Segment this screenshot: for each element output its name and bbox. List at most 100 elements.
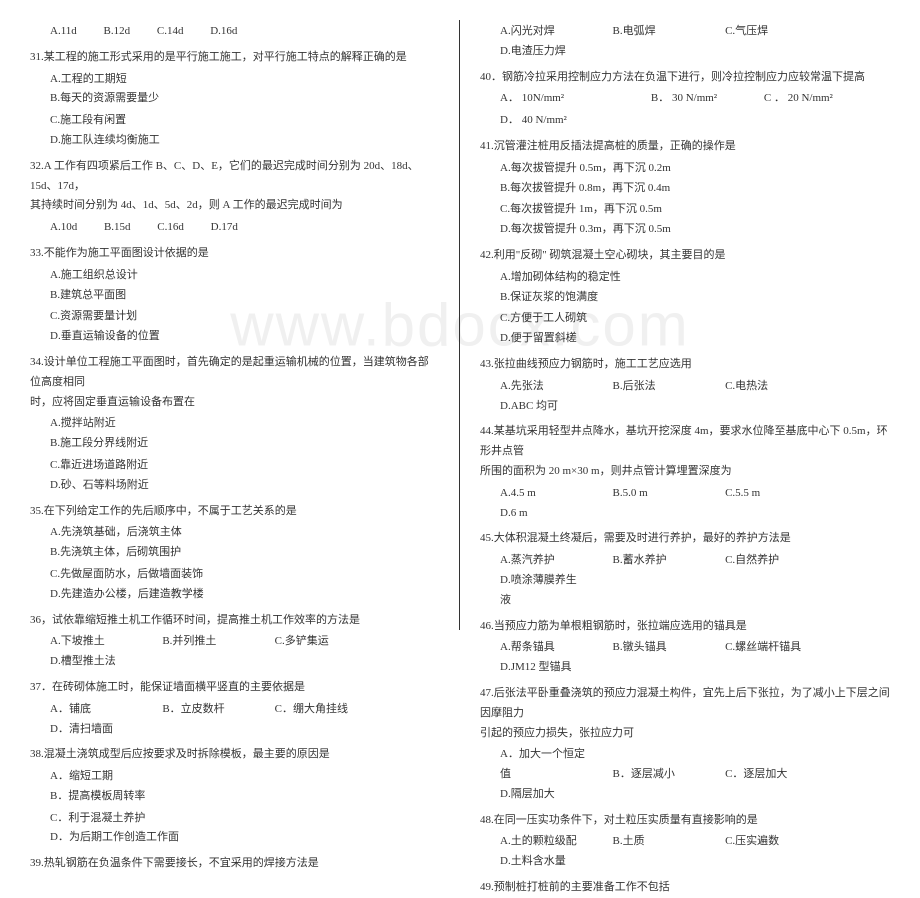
q40-b: B． 30 N/mm² [651, 89, 717, 109]
left-column: A.11d B.12d C.14d D.16d 31.某工程的施工形式采用的是平… [30, 20, 460, 630]
q32-c: C.16d [157, 218, 184, 238]
q47-b: B．逐层减小 [613, 765, 699, 785]
q32-b: B.15d [104, 218, 131, 238]
q30-c: C.14d [157, 22, 184, 42]
q42-b: B.保证灰浆的饱满度 [500, 288, 676, 308]
q42: 42.利用"反砌" 砌筑混凝土空心砌块，其主要目的是 A.增加砌体结构的稳定性 … [480, 246, 890, 349]
q41-b: B.每次拔管提升 0.8m，再下沉 0.4m [500, 179, 676, 199]
q31-c: C.施工段有闲置 [50, 111, 225, 131]
q46: 46.当预应力筋为单根粗钢筋时，张拉端应选用的锚具是 A.帮条锚具 B.镦头锚具… [480, 617, 890, 678]
q31-text: 31.某工程的施工形式采用的是平行施工施工，对平行施工特点的解释正确的是 [30, 48, 439, 68]
q32-a: A.10d [50, 218, 77, 238]
q45-b: B.蓄水养护 [613, 551, 699, 571]
q38-a: A．缩短工期 [50, 767, 225, 787]
q49: 49.预制桩打桩前的主要准备工作不包括 [480, 878, 890, 898]
q44-text2: 所围的面积为 20 m×30 m，则井点管计算埋置深度为 [480, 462, 890, 482]
q47-d: D.隔层加大 [500, 785, 586, 805]
q31-a: A.工程的工期短 [50, 70, 225, 90]
q30-options-row: A.11d B.12d C.14d D.16d [30, 22, 439, 42]
q32-text2: 其持续时间分别为 4d、1d、5d、2d，则 A 工作的最迟完成时间为 [30, 196, 439, 216]
q38-d: D．为后期工作创造工作面 [50, 828, 225, 848]
q42-a: A.增加砌体结构的稳定性 [500, 268, 676, 288]
q37: 37．在砖砌体施工时，能保证墙面横平竖直的主要依据是 A．铺底 B．立皮数杆 C… [30, 678, 439, 739]
q44-b: B.5.0 m [613, 484, 699, 504]
q35-d: D.先建造办公楼，后建造教学楼 [50, 585, 225, 605]
q37-b: B．立皮数杆 [162, 700, 248, 720]
q39-d: D.电渣压力焊 [500, 42, 586, 62]
q48-text: 48.在同一压实功条件下，对土粒压实质量有直接影响的是 [480, 811, 890, 831]
q43-a: A.先张法 [500, 377, 586, 397]
q42-d: D.便于留置斜槎 [500, 329, 676, 349]
q35-a: A.先浇筑基础，后浇筑主体 [50, 523, 225, 543]
q41-text: 41.沉管灌注桩用反插法提高桩的质量，正确的操作是 [480, 137, 890, 157]
q39: 39.热轧钢筋在负温条件下需要接长，不宜采用的焊接方法是 [30, 854, 439, 874]
q40-c: C ． 20 N/mm² [764, 89, 833, 109]
q39-b: B.电弧焊 [613, 22, 699, 42]
q44: 44.某基坑采用轻型井点降水，基坑开挖深度 4m，要求水位降至基底中心下 0.5… [480, 422, 890, 523]
q34-c: C.靠近进场道路附近 [50, 456, 225, 476]
q30-a: A.11d [50, 22, 77, 42]
q34-d: D.砂、石等料场附近 [50, 476, 225, 496]
q46-text: 46.当预应力筋为单根粗钢筋时，张拉端应选用的锚具是 [480, 617, 890, 637]
q33-a: A.施工组织总设计 [50, 266, 225, 286]
q44-c: C.5.5 m [725, 484, 811, 504]
q33-c: C.资源需要量计划 [50, 307, 225, 327]
q34-text: 34.设计单位工程施工平面图时，首先确定的是起重运输机械的位置，当建筑物各部位高… [30, 353, 439, 393]
q48: 48.在同一压实功条件下，对土粒压实质量有直接影响的是 A.土的颗粒级配 B.土… [480, 811, 890, 872]
q45-c: C.自然养护 [725, 551, 811, 571]
q48-d: D.土料含水量 [500, 852, 586, 872]
q35-b: B.先浇筑主体，后砌筑围护 [50, 543, 225, 563]
q38: 38.混凝土浇筑成型后应按要求及时拆除模板，最主要的原因是 A．缩短工期 B．提… [30, 745, 439, 848]
q39-c: C.气压焊 [725, 22, 811, 42]
q42-text: 42.利用"反砌" 砌筑混凝土空心砌块，其主要目的是 [480, 246, 890, 266]
q43: 43.张拉曲线预应力钢筋时，施工工艺应选用 A.先张法 B.后张法 C.电热法 … [480, 355, 890, 416]
q45-d: D.喷涂薄膜养生液 [500, 571, 586, 611]
q42-c: C.方便于工人砌筑 [500, 309, 676, 329]
q47: 47.后张法平卧重叠浇筑的预应力混凝土构件，宜先上后下张拉，为了减小上下层之间因… [480, 684, 890, 805]
q47-text2: 引起的预应力损失，张拉应力可 [480, 724, 890, 744]
q34-b: B.施工段分界线附近 [50, 434, 225, 454]
q45: 45.大体积混凝土终凝后，需要及时进行养护，最好的养护方法是 A.蒸汽养护 B.… [480, 529, 890, 610]
q41-c: C.每次拔管提升 1m，再下沉 0.5m [500, 200, 676, 220]
q44-d: D.6 m [500, 504, 586, 524]
q40-a: A． 10N/mm² [500, 89, 564, 109]
q39-options-row: A.闪光对焊 B.电弧焊 C.气压焊 D.电渣压力焊 [480, 22, 890, 62]
q41: 41.沉管灌注桩用反插法提高桩的质量，正确的操作是 A.每次拔管提升 0.5m，… [480, 137, 890, 240]
q47-text: 47.后张法平卧重叠浇筑的预应力混凝土构件，宜先上后下张拉，为了减小上下层之间因… [480, 684, 890, 724]
q47-a: A．加大一个恒定值 [500, 745, 586, 785]
q40-text: 40．钢筋冷拉采用控制应力方法在负温下进行，则冷拉控制应力应较常温下提高 [480, 68, 890, 88]
q30-d: D.16d [210, 22, 237, 42]
q35-c: C.先做屋面防水，后做墙面装饰 [50, 565, 225, 585]
q36-a: A.下坡推土 [50, 632, 136, 652]
q43-c: C.电热法 [725, 377, 811, 397]
q39-text: 39.热轧钢筋在负温条件下需要接长，不宜采用的焊接方法是 [30, 854, 439, 874]
q44-text: 44.某基坑采用轻型井点降水，基坑开挖深度 4m，要求水位降至基底中心下 0.5… [480, 422, 890, 462]
q49-text: 49.预制桩打桩前的主要准备工作不包括 [480, 878, 890, 898]
q35: 35.在下列给定工作的先后顺序中，不属于工艺关系的是 A.先浇筑基础，后浇筑主体… [30, 502, 439, 605]
q32: 32.A 工作有四项紧后工作 B、C、D、E，它们的最迟完成时间分别为 20d、… [30, 157, 439, 238]
q45-text: 45.大体积混凝土终凝后，需要及时进行养护，最好的养护方法是 [480, 529, 890, 549]
q34: 34.设计单位工程施工平面图时，首先确定的是起重运输机械的位置，当建筑物各部位高… [30, 353, 439, 496]
q43-b: B.后张法 [613, 377, 699, 397]
q46-c: C.螺丝端杆锚具 [725, 638, 811, 658]
q46-b: B.镦头锚具 [613, 638, 699, 658]
q36-b: B.并列推土 [162, 632, 248, 652]
q48-b: B.土质 [613, 832, 699, 852]
q36-c: C.多铲集运 [275, 632, 361, 652]
q31-d: D.施工队连续均衡施工 [50, 131, 225, 151]
q34-text2: 时，应将固定垂直运输设备布置在 [30, 393, 439, 413]
q38-b: B．提高模板周转率 [50, 787, 225, 807]
q31-b: B.每天的资源需要量少 [50, 89, 225, 109]
q43-text: 43.张拉曲线预应力钢筋时，施工工艺应选用 [480, 355, 890, 375]
q32-d: D.17d [211, 218, 238, 238]
q36: 36，试依靠缩短推土机工作循环时间，提高推土机工作效率的方法是 A.下坡推土 B… [30, 611, 439, 672]
q40-d: D． 40 N/mm² [500, 111, 567, 131]
q48-c: C.压实遍数 [725, 832, 811, 852]
q36-d: D.槽型推土法 [50, 652, 136, 672]
q39-a: A.闪光对焊 [500, 22, 586, 42]
q32-text: 32.A 工作有四项紧后工作 B、C、D、E，它们的最迟完成时间分别为 20d、… [30, 157, 439, 197]
q46-a: A.帮条锚具 [500, 638, 586, 658]
q31: 31.某工程的施工形式采用的是平行施工施工，对平行施工特点的解释正确的是 A.工… [30, 48, 439, 151]
q35-text: 35.在下列给定工作的先后顺序中，不属于工艺关系的是 [30, 502, 439, 522]
q33: 33.不能作为施工平面图设计依据的是 A.施工组织总设计 B.建筑总平面图 C.… [30, 244, 439, 347]
